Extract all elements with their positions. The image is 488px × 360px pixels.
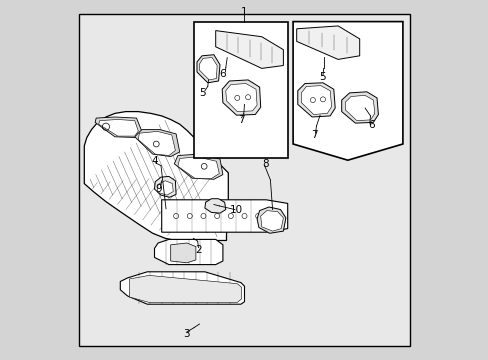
Text: 6: 6 [367, 120, 374, 130]
Polygon shape [174, 154, 223, 179]
Polygon shape [260, 211, 283, 231]
Polygon shape [225, 84, 257, 112]
Polygon shape [297, 83, 335, 117]
Polygon shape [138, 131, 175, 156]
Text: 7: 7 [311, 130, 317, 140]
Polygon shape [154, 176, 176, 197]
Polygon shape [99, 120, 138, 136]
Polygon shape [170, 243, 196, 263]
Text: 1: 1 [241, 6, 247, 17]
Text: 4: 4 [151, 156, 158, 166]
Polygon shape [204, 199, 225, 213]
Polygon shape [134, 130, 179, 157]
Text: 7: 7 [238, 114, 244, 125]
Text: 9: 9 [155, 184, 162, 194]
Text: 8: 8 [262, 159, 268, 169]
Polygon shape [345, 95, 374, 121]
Polygon shape [197, 55, 220, 83]
Polygon shape [178, 157, 219, 179]
Polygon shape [162, 200, 287, 232]
Polygon shape [154, 239, 223, 265]
Text: 6: 6 [219, 69, 226, 79]
Polygon shape [129, 275, 241, 302]
Polygon shape [157, 181, 173, 195]
Text: 5: 5 [319, 72, 325, 82]
Polygon shape [301, 86, 331, 114]
Text: 2: 2 [195, 245, 202, 255]
Polygon shape [257, 207, 285, 233]
Text: 10: 10 [229, 204, 243, 215]
Polygon shape [120, 272, 244, 304]
Polygon shape [84, 112, 228, 240]
Text: 5: 5 [199, 88, 205, 98]
Polygon shape [222, 80, 260, 115]
Polygon shape [296, 26, 359, 59]
Polygon shape [199, 58, 217, 80]
Polygon shape [95, 117, 142, 138]
Bar [194, 22, 287, 158]
Polygon shape [341, 92, 378, 123]
Polygon shape [215, 31, 283, 68]
Text: 3: 3 [183, 329, 190, 339]
Polygon shape [292, 22, 402, 160]
